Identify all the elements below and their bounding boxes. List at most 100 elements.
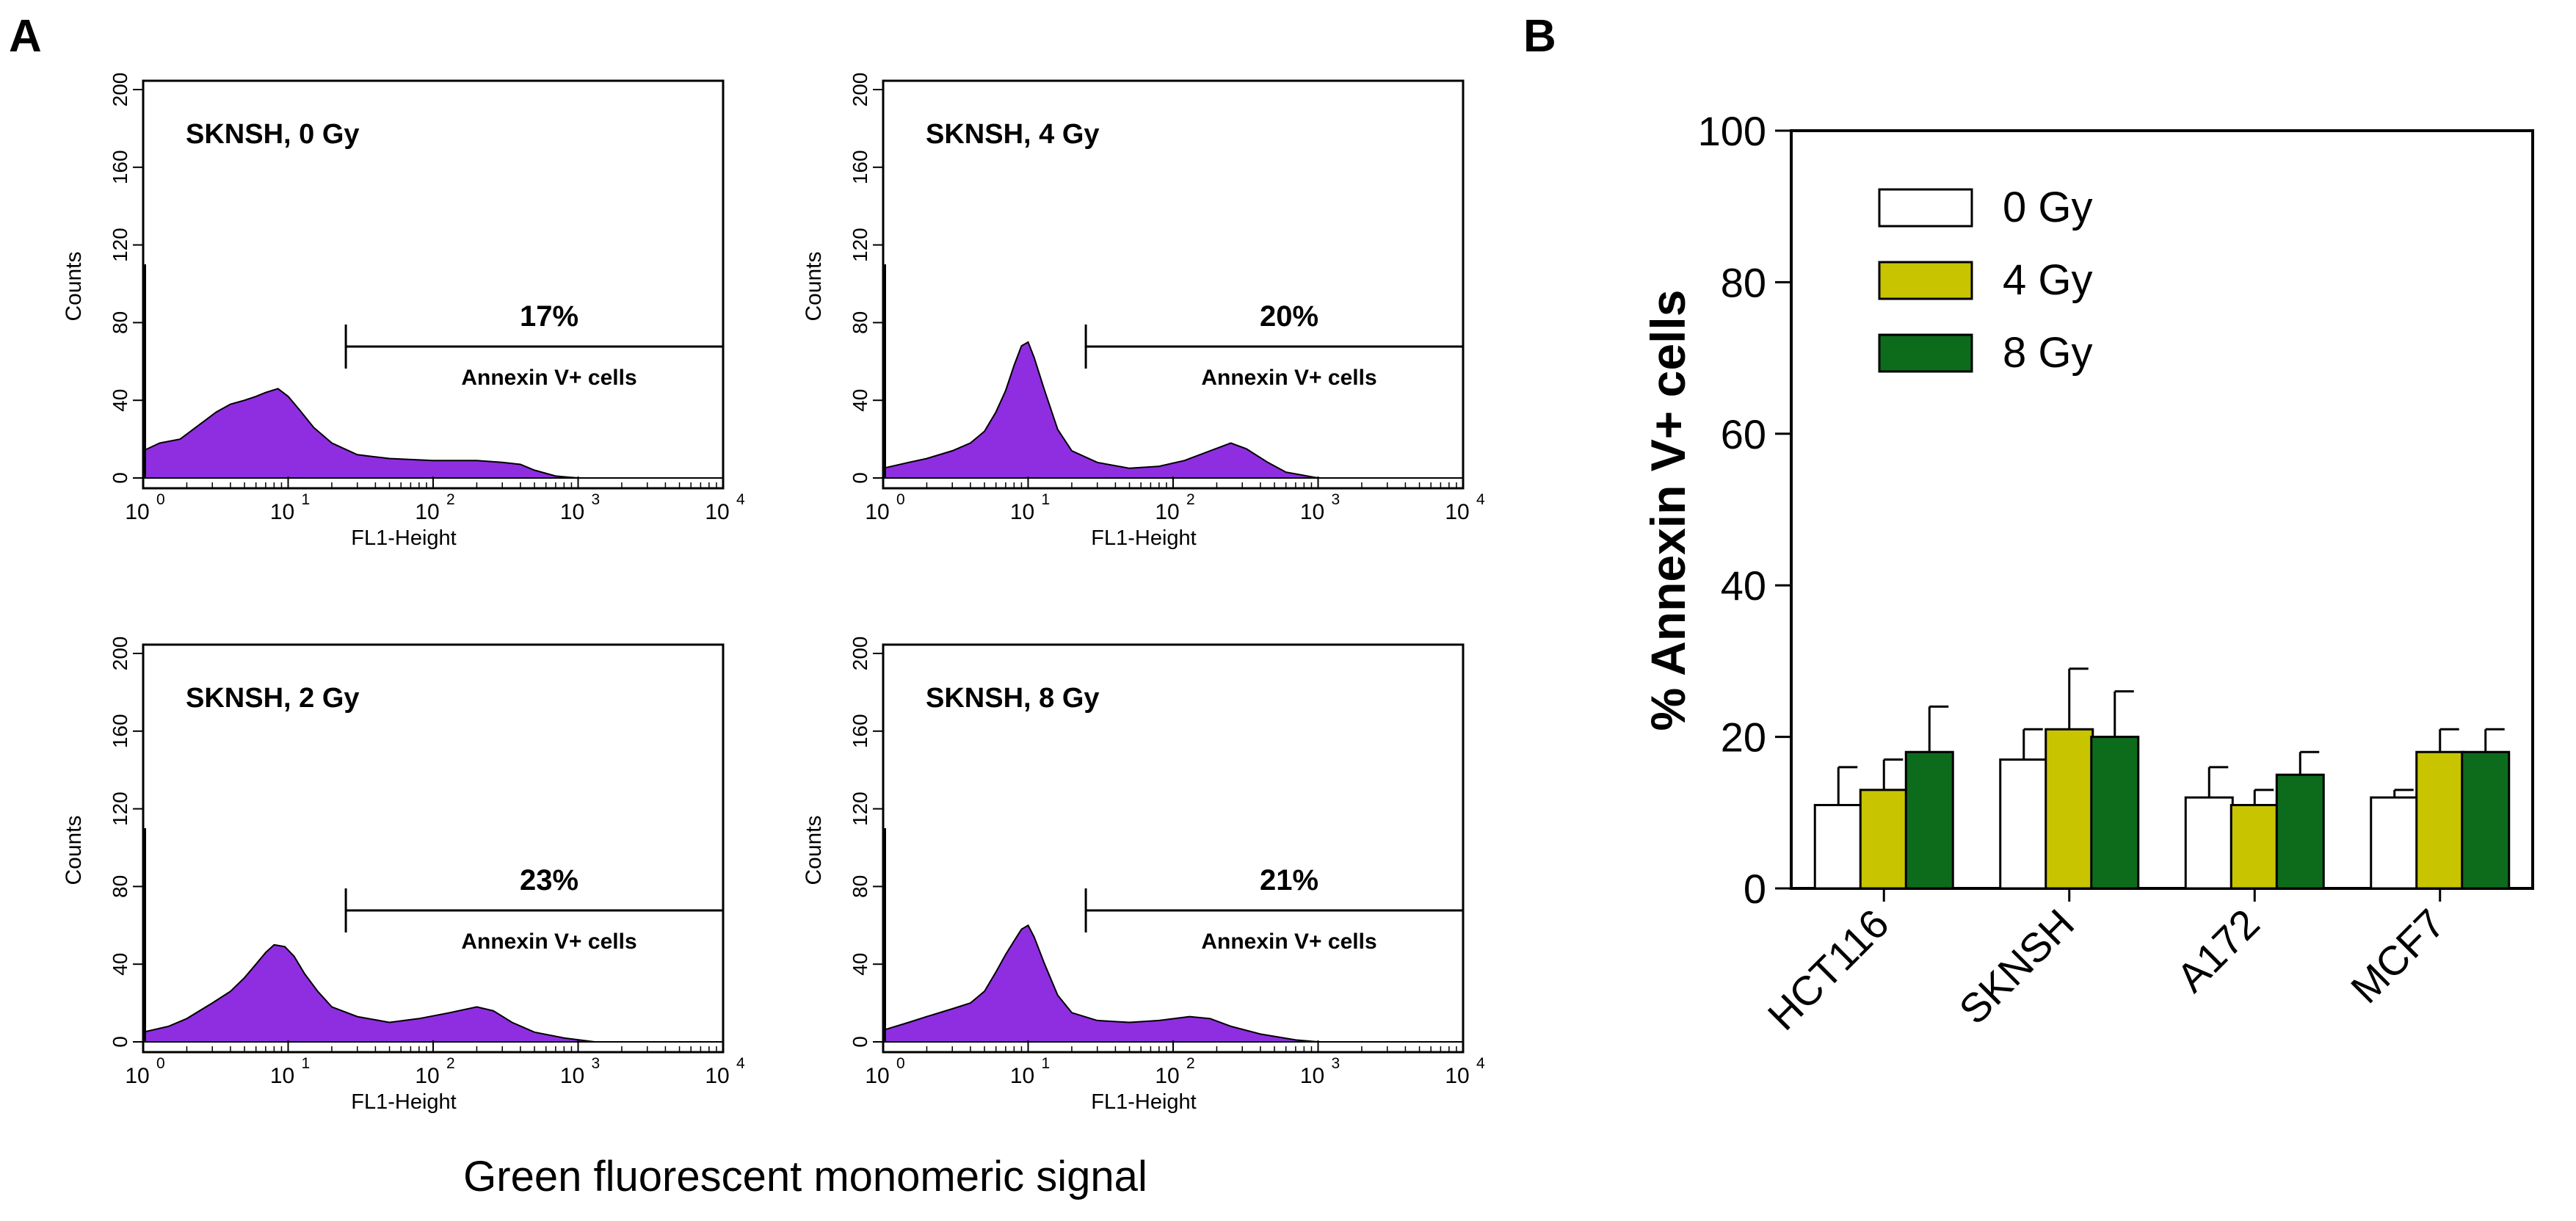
x-axis-label: FL1-Height: [1091, 526, 1196, 550]
histogram-1: 0 40 80 120 160 200 Counts 10 0 10 1 10 2 10 3 10 4 FL1-H…: [62, 73, 745, 550]
x-tick-exponent: 0: [156, 1055, 165, 1072]
y-tick-label: 200: [109, 73, 131, 107]
y-tick-label: 120: [109, 228, 131, 262]
y-tick-label: 40: [849, 389, 871, 412]
y-tick-label: 40: [109, 389, 131, 412]
panel-b-letter: B: [1523, 11, 1556, 62]
gate-percent: 23%: [520, 864, 578, 896]
legend-label-0: 0 Gy: [2003, 184, 2093, 231]
y-tick-label: 60: [1721, 411, 1766, 457]
bar-sknsh-s0: [1999, 758, 2049, 890]
histogram-3: 0 40 80 120 160 200 Counts 10 0 10 1 10 2 10 3 10 4 FL1-H…: [62, 637, 745, 1114]
y-tick-label: 0: [1744, 866, 1766, 912]
y-tick-label: 80: [109, 311, 131, 334]
histogram-title: SKNSH, 4 Gy: [926, 119, 1100, 150]
bar-mcf7-s2: [2461, 750, 2511, 890]
histogram-area: [882, 924, 1463, 1043]
gate-label: Annexin V+ cells: [461, 366, 636, 390]
y-tick-label: 0: [849, 472, 871, 484]
x-tick-label: HCT116: [1759, 900, 1898, 1039]
y-axis-label: % Annexin V+ cells: [1641, 290, 1695, 731]
y-axis-label: Counts: [62, 815, 86, 885]
histogram-area: [142, 388, 723, 479]
histogram-area: [882, 341, 1463, 479]
legend-swatch-1: [1878, 261, 1973, 300]
x-tick-exponent: 4: [1476, 491, 1485, 508]
x-tick-label: 10: [1445, 500, 1469, 524]
bar-mcf7-s0: [2370, 796, 2420, 890]
x-tick-label: 10: [865, 1064, 889, 1088]
y-tick-label: 160: [849, 150, 871, 184]
x-axis-label: FL1-Height: [351, 1090, 456, 1114]
x-tick-label: 10: [415, 1064, 439, 1088]
x-tick-label: SKNSH: [1950, 900, 2083, 1033]
gate-label: Annexin V+ cells: [461, 930, 636, 954]
x-tick-exponent: 4: [736, 491, 745, 508]
x-tick-label: MCF7: [2342, 900, 2453, 1012]
x-tick-exponent: 4: [1476, 1055, 1485, 1072]
y-tick-label: 160: [109, 150, 131, 184]
x-tick-exponent: 2: [1186, 491, 1195, 508]
x-tick-label: 10: [1010, 1064, 1034, 1088]
panel-a-letter: A: [9, 11, 42, 62]
x-tick-exponent: 3: [592, 491, 601, 508]
x-tick-label: 10: [560, 500, 584, 524]
bar-hct116-s2: [1904, 750, 1954, 890]
bar-plot-frame: [1790, 129, 2534, 890]
bar-sknsh-s2: [2090, 736, 2140, 890]
panel-a-xlabel: Green fluorescent monomeric signal: [463, 1153, 1147, 1200]
y-tick-label: 200: [849, 73, 871, 107]
x-tick-exponent: 3: [1332, 1055, 1340, 1072]
x-tick-exponent: 3: [1332, 491, 1340, 508]
x-tick-exponent: 2: [446, 491, 455, 508]
x-tick-label: 10: [705, 500, 729, 524]
y-axis-label: Counts: [802, 815, 826, 885]
x-axis-label: FL1-Height: [351, 526, 456, 550]
bar-hct116-s1: [1859, 789, 1909, 890]
y-tick-label: 120: [109, 791, 131, 826]
y-tick-label: 80: [1721, 259, 1766, 305]
y-tick-label: 20: [1721, 714, 1766, 761]
x-tick-label: 10: [705, 1064, 729, 1088]
y-axis-label: Counts: [802, 251, 826, 321]
y-tick-label: 0: [849, 1036, 871, 1048]
y-tick-label: 160: [109, 714, 131, 748]
gate-label: Annexin V+ cells: [1201, 366, 1376, 390]
bar-mcf7-s1: [2415, 750, 2465, 890]
bar-a172-s2: [2275, 773, 2325, 890]
gate-label: Annexin V+ cells: [1201, 930, 1376, 954]
x-tick-exponent: 0: [896, 1055, 905, 1072]
y-tick-label: 80: [849, 311, 871, 334]
x-tick-exponent: 1: [302, 1055, 311, 1072]
x-tick-exponent: 2: [1186, 1055, 1195, 1072]
x-tick-label: 10: [1155, 1064, 1179, 1088]
histogram-title: SKNSH, 0 Gy: [186, 119, 360, 150]
x-tick-label: 10: [1300, 1064, 1324, 1088]
x-tick-label: 10: [1155, 500, 1179, 524]
x-tick-exponent: 4: [736, 1055, 745, 1072]
x-tick-exponent: 3: [592, 1055, 601, 1072]
x-tick-label: 10: [1445, 1064, 1469, 1088]
legend-label-2: 8 Gy: [2003, 329, 2093, 377]
x-tick-exponent: 1: [302, 491, 311, 508]
legend-swatch-2: [1878, 333, 1973, 373]
x-tick-label: 10: [1300, 500, 1324, 524]
gate-percent: 17%: [520, 300, 578, 333]
x-tick-label: 10: [125, 500, 149, 524]
x-tick-label: 10: [415, 500, 439, 524]
x-tick-label: 10: [560, 1064, 584, 1088]
y-axis-label: Counts: [62, 251, 86, 321]
gate-percent: 20%: [1260, 300, 1318, 333]
bar-a172-s1: [2229, 803, 2279, 890]
bar-chart-panel: 0 20 40 60 80 100 % Annexin V+ cells HCT116 SKNS…: [1641, 108, 2534, 1039]
y-tick-label: 40: [109, 953, 131, 976]
histogram-title: SKNSH, 2 Gy: [186, 683, 360, 714]
gate-percent: 21%: [1260, 864, 1318, 896]
x-tick-exponent: 2: [446, 1055, 455, 1072]
histogram-title: SKNSH, 8 Gy: [926, 683, 1100, 714]
histogram-area: [142, 943, 723, 1043]
y-tick-label: 40: [849, 953, 871, 976]
y-tick-label: 120: [849, 791, 871, 826]
legend-swatch-0: [1878, 188, 1973, 228]
bar-hct116-s0: [1813, 803, 1863, 890]
